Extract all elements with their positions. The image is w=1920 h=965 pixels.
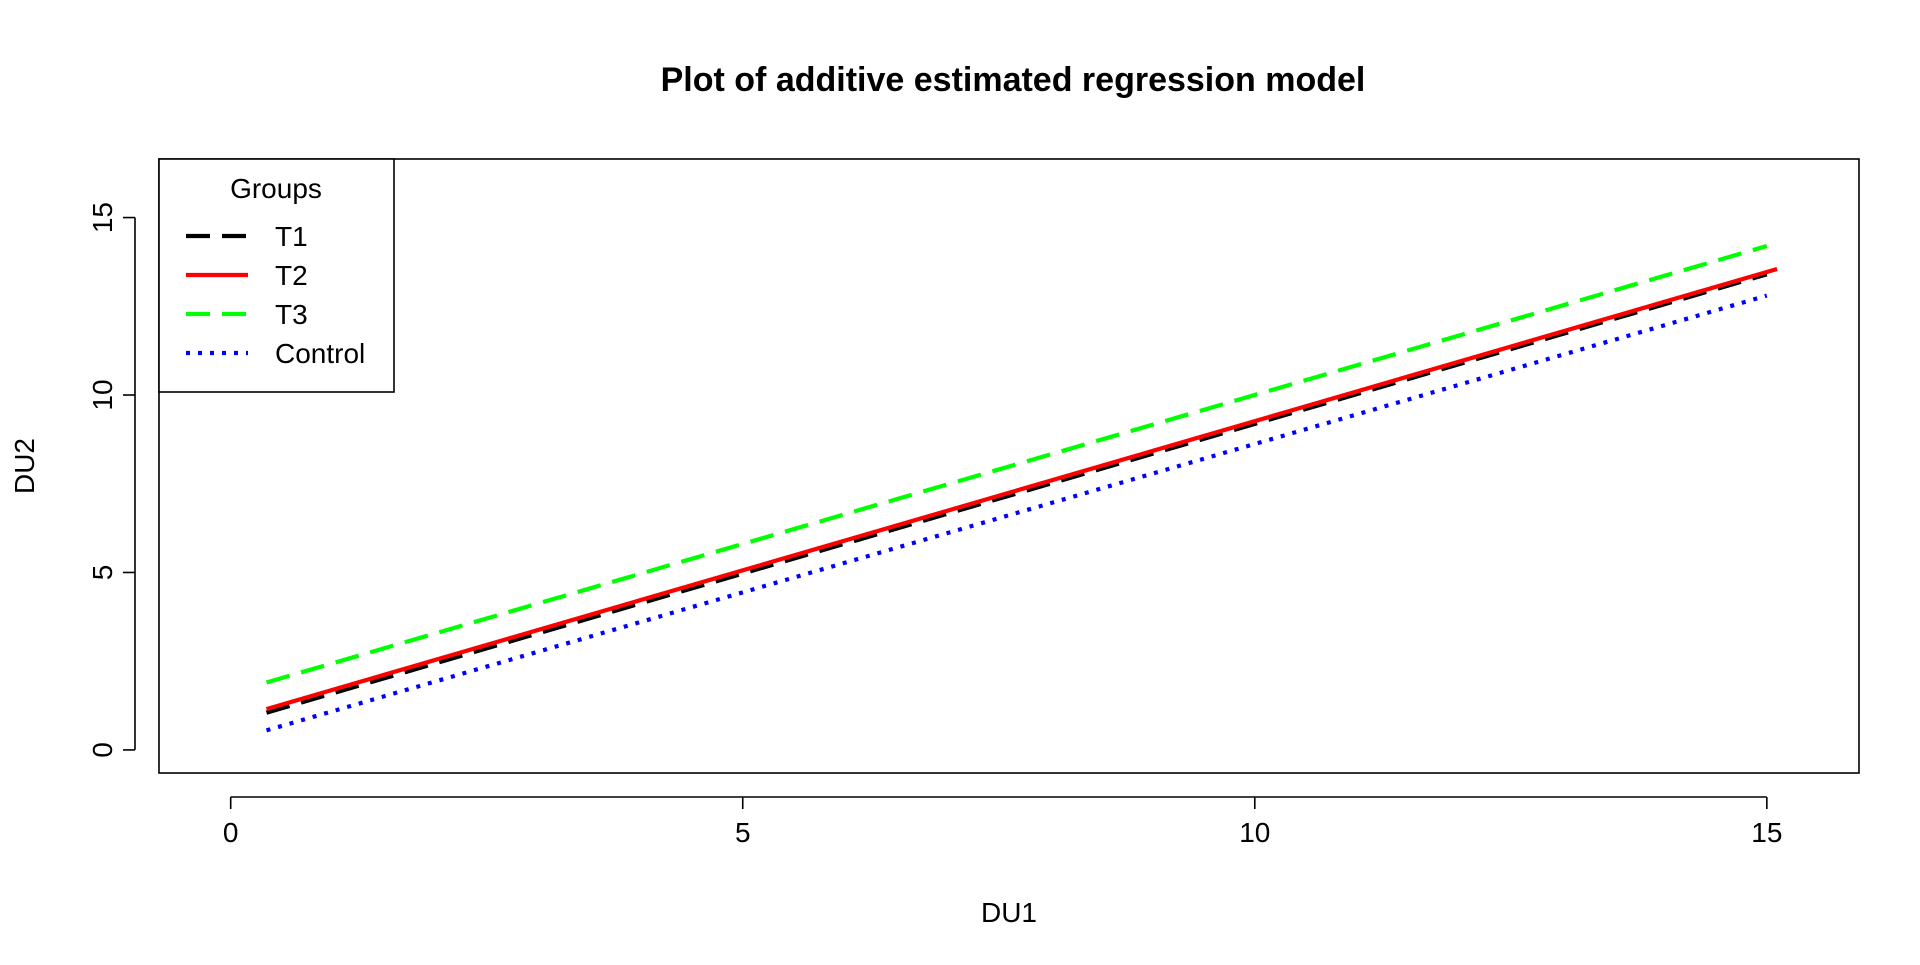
series-line-t1 — [265, 272, 1768, 715]
y-axis-label: DU2 — [9, 438, 40, 494]
legend-label-t2: T2 — [275, 260, 308, 291]
plot-frame — [158, 158, 1860, 774]
x-axis-label: DU1 — [981, 897, 1037, 928]
chart-title: Plot of additive estimated regression mo… — [661, 61, 1366, 99]
series-line-control — [265, 293, 1768, 733]
y-tick-label: 0 — [87, 742, 118, 758]
y-tick-label: 10 — [87, 379, 118, 410]
series-line-t2 — [265, 266, 1778, 712]
y-axis: 0 5 10 15 — [87, 202, 136, 758]
x-axis: 0 5 10 15 — [223, 796, 1782, 848]
legend-label-t3: T3 — [275, 299, 308, 330]
x-tick-label: 0 — [223, 817, 239, 848]
y-tick-label: 15 — [87, 202, 118, 233]
x-tick-label: 10 — [1239, 817, 1270, 848]
legend: Groups T1 T2 T3 Control — [158, 158, 395, 393]
legend-label-t1: T1 — [275, 221, 308, 252]
series-layer — [265, 243, 1778, 733]
series-line-t3 — [265, 243, 1768, 685]
legend-title: Groups — [230, 173, 322, 204]
legend-label-control: Control — [275, 338, 365, 369]
y-tick-label: 5 — [87, 565, 118, 581]
x-tick-label: 5 — [735, 817, 751, 848]
x-tick-label: 15 — [1751, 817, 1782, 848]
